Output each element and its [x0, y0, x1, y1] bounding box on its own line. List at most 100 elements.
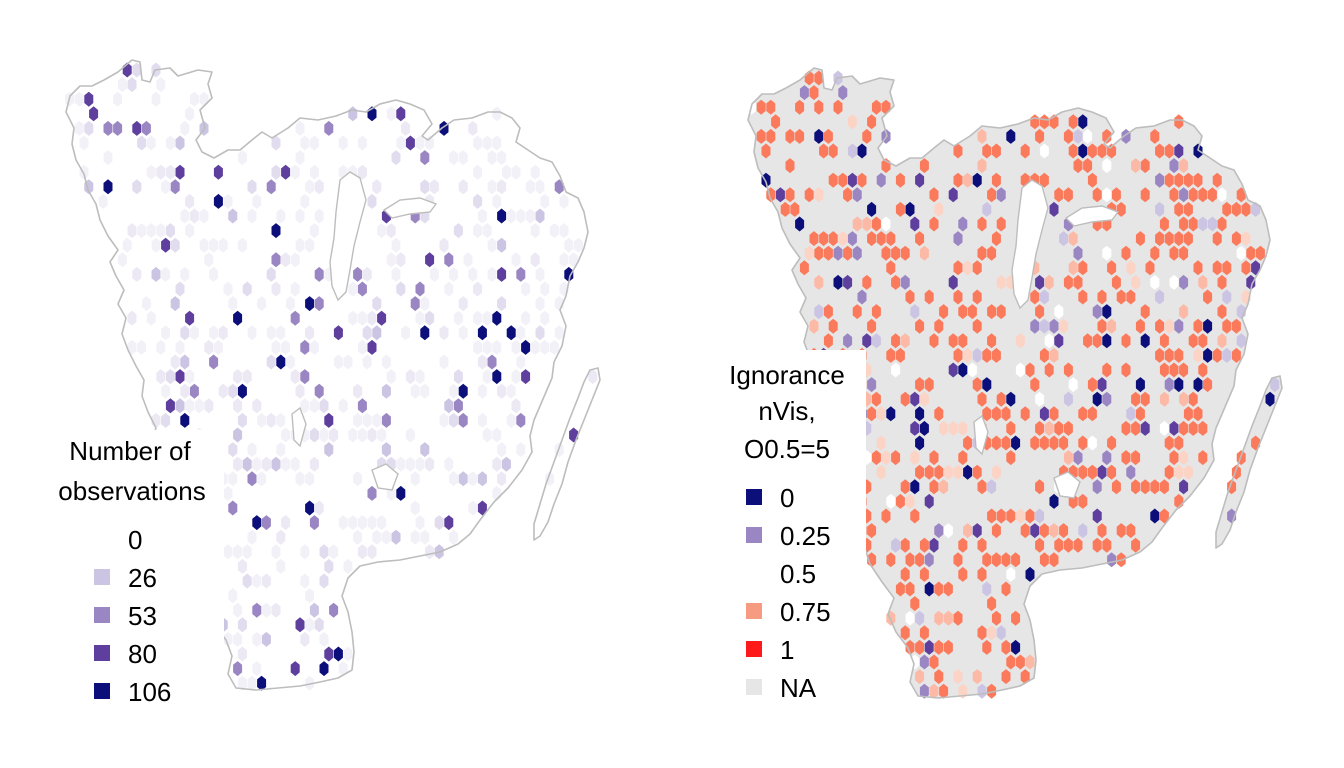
ignorance-hexbin — [915, 610, 925, 626]
ignorance-hexbin — [847, 143, 857, 159]
observation-hexbin — [276, 558, 286, 574]
observation-hexbin — [473, 193, 483, 209]
observation-hexbin — [300, 398, 310, 414]
observation-hexbin — [386, 223, 396, 239]
observation-hexbin — [357, 544, 367, 560]
observation-hexbin — [420, 150, 430, 166]
ignorance-hexbin — [977, 479, 987, 495]
legend-label: 106 — [128, 677, 171, 707]
ignorance-hexbin — [991, 172, 1001, 188]
ignorance-hexbin — [1164, 231, 1174, 247]
ignorance-hexbin — [1030, 289, 1040, 305]
observation-hexbin — [506, 383, 516, 399]
ignorance-hexbin — [1164, 172, 1174, 188]
ignorance-hexbin — [1025, 362, 1035, 378]
observation-hexbin — [113, 120, 123, 136]
observation-hexbin — [233, 456, 243, 472]
ignorance-hexbin — [1006, 391, 1016, 407]
observation-hexbin — [161, 325, 171, 341]
observation-hexbin — [535, 208, 545, 224]
ignorance-hexbin — [982, 406, 992, 422]
ignorance-hexbin — [958, 537, 968, 553]
observation-hexbin — [103, 179, 113, 195]
ignorance-hexbin — [1126, 464, 1136, 480]
ignorance-hexbin — [1073, 245, 1083, 261]
ignorance-hexbin — [934, 318, 944, 334]
observation-hexbin — [233, 398, 243, 414]
ignorance-hexbin — [847, 172, 857, 188]
ignorance-hexbin — [934, 639, 944, 655]
ignorance-hexbin — [924, 464, 934, 480]
ignorance-hexbin — [1102, 187, 1112, 203]
observations-legend: Number of observations 0 26 53 80 106 — [40, 430, 224, 710]
observation-hexbin — [165, 164, 175, 180]
ignorance-hexbin — [1116, 201, 1126, 217]
ignorance-hexbin — [991, 231, 1001, 247]
observation-hexbin — [425, 252, 435, 268]
observation-hexbin — [343, 646, 353, 662]
ignorance-hexbin — [1035, 508, 1045, 524]
ignorance-hexbin — [1111, 187, 1121, 203]
ignorance-hexbin — [953, 231, 963, 247]
observations-map — [65, 59, 601, 691]
ignorance-hexbin — [790, 201, 800, 217]
observation-hexbin — [233, 602, 243, 618]
ignorance-hexbin — [766, 128, 776, 144]
observation-hexbin — [84, 120, 94, 136]
observation-hexbin — [540, 339, 550, 355]
ignorance-hexbin — [1198, 274, 1208, 290]
observation-hexbin — [257, 675, 267, 691]
ignorance-hexbin — [1159, 420, 1169, 436]
observation-hexbin — [429, 266, 439, 282]
ignorance-hexbin — [972, 289, 982, 305]
ignorance-hexbin — [1097, 523, 1107, 539]
observation-hexbin — [497, 179, 507, 195]
ignorance-hexbin — [1212, 172, 1222, 188]
ignorance-hexbin — [809, 318, 819, 334]
ignorance-hexbin — [862, 216, 872, 232]
observation-hexbin — [449, 266, 459, 282]
observation-hexbin — [309, 164, 319, 180]
observation-hexbin — [501, 456, 511, 472]
observation-hexbin — [295, 383, 305, 399]
ignorance-hexbin — [823, 304, 833, 320]
observation-hexbin — [165, 135, 175, 151]
legend-title-line-1: Ignorance — [729, 360, 845, 390]
ignorance-hexbin — [1001, 406, 1011, 422]
ignorance-hexbin — [915, 231, 925, 247]
ignorance-hexbin — [982, 201, 992, 217]
observation-hexbin — [122, 237, 132, 253]
observation-hexbin — [213, 339, 223, 355]
observation-hexbin — [357, 281, 367, 297]
observation-hexbin — [223, 193, 233, 209]
ignorance-hexbin — [1063, 187, 1073, 203]
legend-swatch — [94, 683, 110, 699]
ignorance-hexbin — [1236, 333, 1246, 349]
ignorance-hexbin — [943, 523, 953, 539]
ignorance-hexbin — [1135, 318, 1145, 334]
observation-hexbin — [213, 193, 223, 209]
observation-hexbin — [199, 237, 209, 253]
ignorance-hexbin — [991, 552, 1001, 568]
ignorance-hexbin — [1193, 172, 1203, 188]
ignorance-hexbin — [828, 231, 838, 247]
ignorance-hexbin — [1097, 289, 1107, 305]
ignorance-hexbin — [1039, 347, 1049, 363]
observation-hexbin — [319, 544, 329, 560]
observation-hexbin — [453, 223, 463, 239]
observation-hexbin — [319, 573, 329, 589]
observation-hexbin — [233, 310, 243, 326]
ignorance-hexbin — [929, 537, 939, 553]
legend-label: 0 — [128, 525, 142, 555]
observation-hexbin — [516, 266, 526, 282]
observation-hexbin — [569, 252, 579, 268]
observation-hexbin — [497, 383, 507, 399]
ignorance-hexbin — [934, 581, 944, 597]
ignorance-hexbin — [886, 260, 896, 276]
ignorance-hexbin — [934, 610, 944, 626]
ignorance-hexbin — [963, 464, 973, 480]
observation-hexbin — [487, 179, 497, 195]
observation-hexbin — [497, 266, 507, 282]
ignorance-hexbin — [771, 114, 781, 130]
ignorance-hexbin — [1193, 347, 1203, 363]
